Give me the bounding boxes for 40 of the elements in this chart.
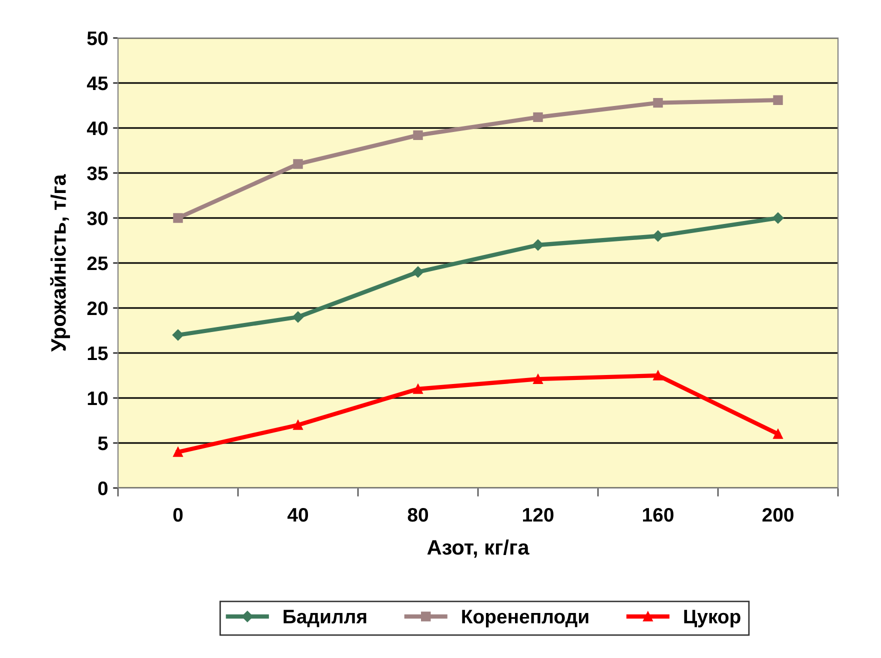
point [413,130,423,140]
y-tick-label: 35 [87,166,108,180]
legend-label: Цукор [684,610,740,628]
point [292,311,304,323]
point [533,374,543,384]
point [172,329,184,341]
point [532,239,544,251]
legend-label: Коренеплоди [462,610,588,628]
point [653,370,663,380]
y-axis-title: Урожайність, т/га [50,174,70,352]
point [773,95,783,105]
y-tick-label: 20 [87,301,108,316]
x-tick-label: 200 [762,508,794,522]
point [293,420,303,430]
x-tick-label: 160 [643,508,674,522]
y-tick-label: 30 [87,211,108,226]
x-tick-label: 0 [173,508,183,522]
point [533,112,543,122]
point [173,447,183,457]
point [293,159,303,169]
y-tick-label: 50 [87,31,108,46]
point [773,429,783,439]
y-tick-label: 45 [86,76,108,90]
x-tick-label: 80 [408,508,428,522]
point [772,212,784,224]
y-tick-label: 5 [98,436,108,450]
y-tick-label: 15 [88,346,108,360]
y-tick-label: 25 [87,256,108,270]
point [652,230,664,242]
point [413,384,423,394]
point [412,266,424,278]
point [173,213,183,223]
x-axis-title: Азот, кг/га [427,539,530,558]
y-tick-label: 10 [88,391,108,406]
point [653,98,663,108]
y-tick-label: 40 [86,121,108,136]
legend-label: Бадилля [284,610,366,628]
x-tick-label: 120 [523,508,554,522]
x-tick-label: 40 [287,508,308,522]
y-tick-label: 0 [98,481,108,496]
